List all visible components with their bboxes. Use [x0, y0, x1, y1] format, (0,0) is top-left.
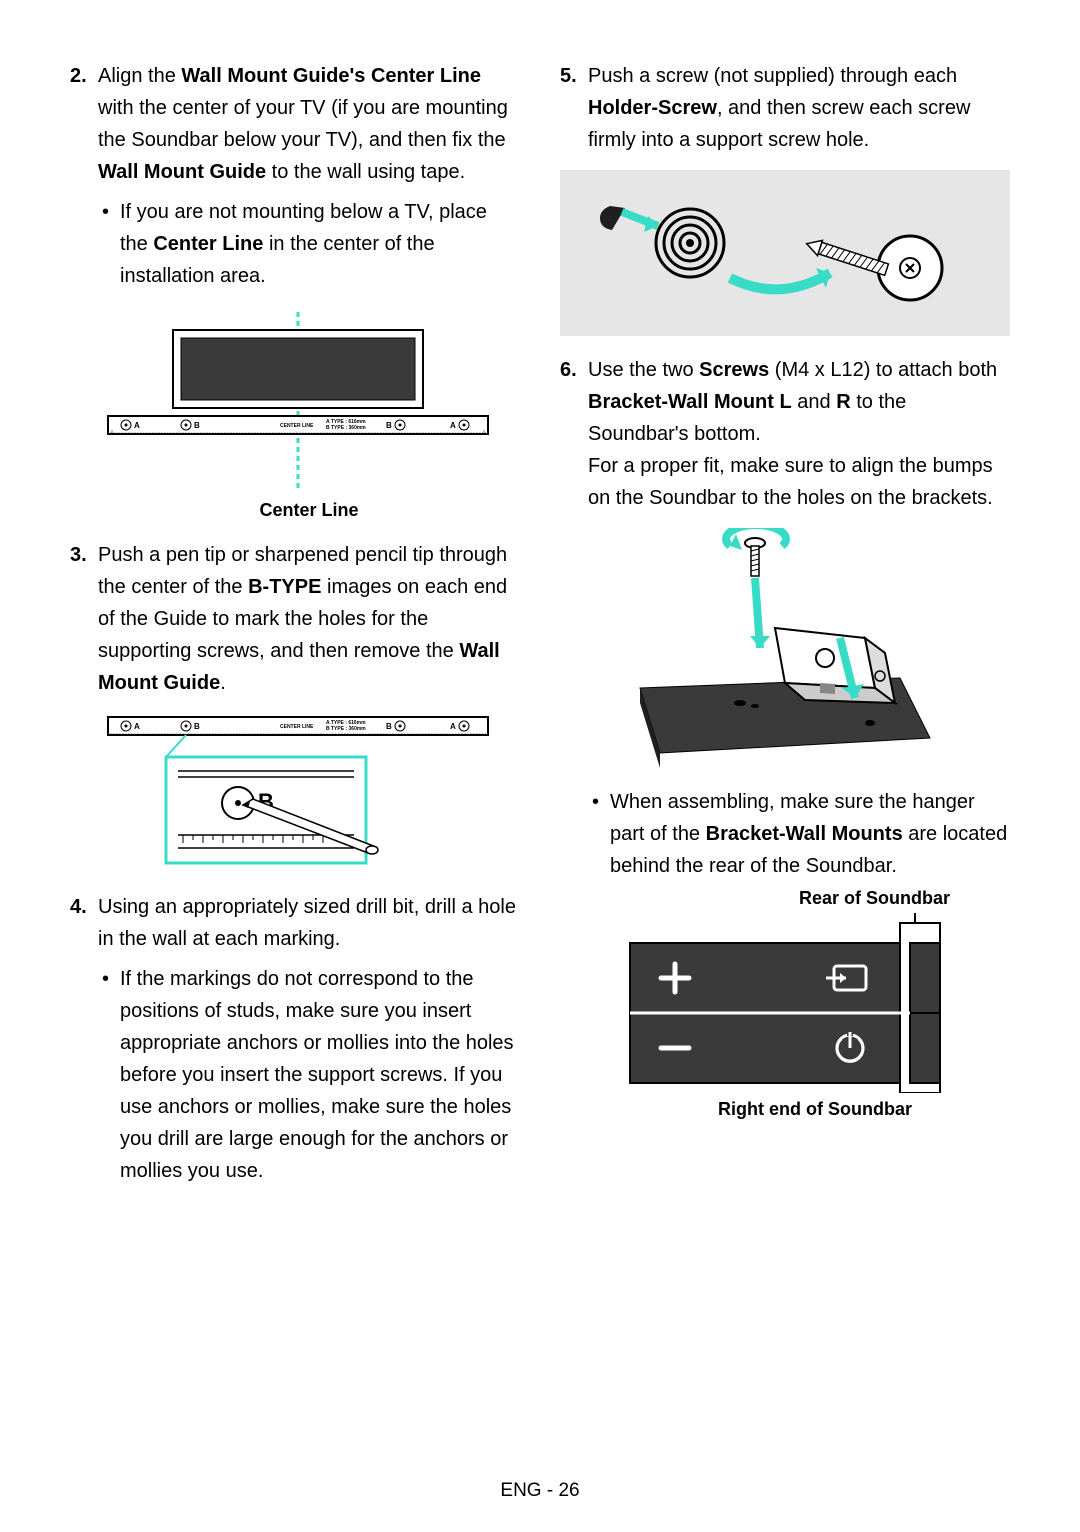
step-3-number: 3.: [70, 539, 98, 699]
figure-holder-screw: [560, 170, 1010, 336]
step-2-bullet: • If you are not mounting below a TV, pl…: [98, 196, 520, 292]
step-2: 2. Align the Wall Mount Guide's Center L…: [70, 60, 520, 298]
svg-text:B TYPE : 360mm: B TYPE : 360mm: [326, 726, 366, 732]
step-5-number: 5.: [560, 60, 588, 156]
step-3: 3. Push a pen tip or sharpened pencil ti…: [70, 539, 520, 699]
svg-text:B: B: [194, 421, 200, 430]
step-4-number: 4.: [70, 891, 98, 1193]
step-5-body: Push a screw (not supplied) through each…: [588, 60, 1010, 156]
svg-text:B: B: [386, 421, 392, 430]
figure-center-line-caption: Center Line: [98, 500, 520, 521]
step-5: 5. Push a screw (not supplied) through e…: [560, 60, 1010, 156]
svg-text:B: B: [194, 722, 200, 731]
svg-text:B TYPE : 360mm: B TYPE : 360mm: [326, 425, 366, 431]
right-column: 5. Push a screw (not supplied) through e…: [560, 60, 1010, 1207]
step-4-body: Using an appropriately sized drill bit, …: [98, 891, 520, 1193]
step-6-body: Use the two Screws (M4 x L12) to attach …: [588, 354, 1010, 514]
figure-rear-soundbar: Rear of Soundbar: [620, 888, 1010, 1120]
figure-center-line: A B CENTER LINE A TYPE : 616mm B TYPE : …: [98, 312, 520, 521]
step-4: 4. Using an appropriately sized drill bi…: [70, 891, 520, 1193]
figure-bracket-attach: [620, 528, 1010, 768]
svg-text:A: A: [450, 722, 456, 731]
figure-rear-caption-top: Rear of Soundbar: [620, 888, 1010, 909]
svg-text:B: B: [386, 722, 392, 731]
step-6: 6. Use the two Screws (M4 x L12) to atta…: [560, 354, 1010, 514]
step-2-body: Align the Wall Mount Guide's Center Line…: [98, 60, 520, 298]
step-2-number: 2.: [70, 60, 98, 298]
left-column: 2. Align the Wall Mount Guide's Center L…: [70, 60, 520, 1207]
figure-pencil-mark: A B CENTER LINE A TYPE : 616mm B TYPE : …: [98, 713, 520, 873]
figure-rear-caption-bottom: Right end of Soundbar: [620, 1099, 1010, 1120]
step-4-bullet: • If the markings do not correspond to t…: [98, 963, 520, 1187]
svg-text:A: A: [134, 722, 140, 731]
svg-text:CENTER LINE: CENTER LINE: [280, 423, 314, 429]
step-6-number: 6.: [560, 354, 588, 514]
svg-text:CENTER LINE: CENTER LINE: [280, 724, 314, 730]
step-3-body: Push a pen tip or sharpened pencil tip t…: [98, 539, 520, 699]
svg-text:A: A: [134, 421, 140, 430]
svg-text:A: A: [450, 421, 456, 430]
page-footer: ENG - 26: [0, 1480, 1080, 1502]
step-6-bullet: • When assembling, make sure the hanger …: [588, 786, 1010, 882]
